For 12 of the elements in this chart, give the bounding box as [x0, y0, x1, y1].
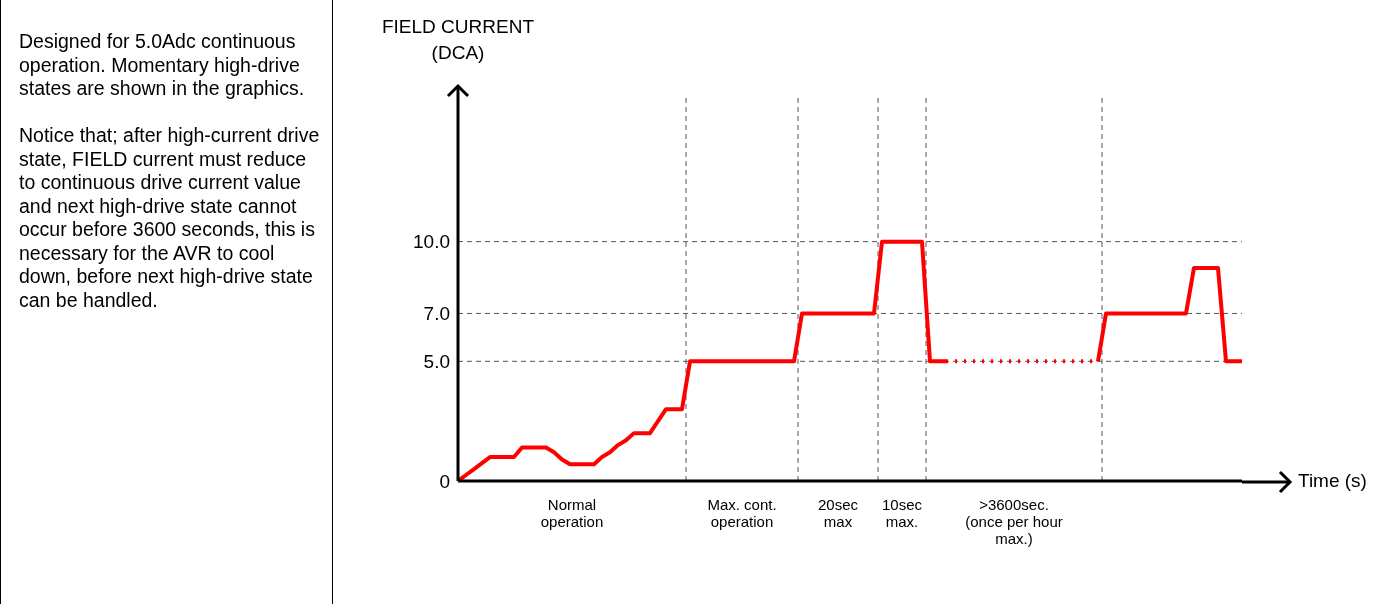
- y-axis-title: FIELD CURRENT (DCA): [381, 15, 535, 65]
- text: >3600sec. (once per hour max.): [964, 496, 1064, 547]
- text: 20sec max: [817, 496, 859, 530]
- text: Normal operation: [539, 496, 605, 530]
- y-tick-label: 0: [439, 470, 450, 492]
- text: Max. cont. operation: [706, 496, 778, 530]
- text: Designed for 5.0Adc continuous operation. Momentary high-drive states are shown in the graphics. Notice that; after high-current drive state, FIELD current must reduce to continuous drive current value and next high-drive state cannot occur before 3600 seconds, this is necessary for the AVR to cool down, before next high-drive state can be handled.: [19, 30, 320, 311]
- y-tick-label: 5.0: [423, 351, 450, 373]
- y-tick-label: 10.0: [413, 231, 450, 253]
- text: 10sec max.: [881, 496, 923, 530]
- x-axis-title: Time (s): [1298, 470, 1367, 492]
- y-tick-label: 7.0: [423, 303, 450, 325]
